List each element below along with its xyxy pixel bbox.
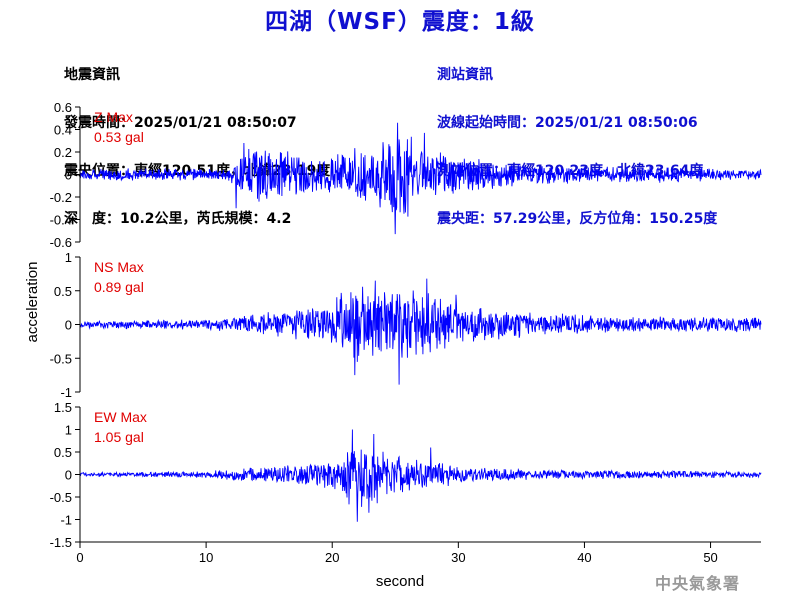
epicentral-distance: 震央距：57.29公里，反方位角：150.25度 [437,211,718,227]
x-tick-label: 30 [451,550,465,565]
chart-title: 四湖（WSF）震度：1級 [265,9,535,35]
y-tick-label: -0.4 [50,213,72,228]
y-tick-label: 1 [65,423,72,438]
y-tick-label: -0.2 [50,190,72,205]
agency-logo-text: 中央氣象署 [655,574,741,593]
x-tick-label: 50 [703,550,717,565]
y-tick-label: 0 [65,468,72,483]
earthquake-info-heading: 地震資訊 [64,67,120,83]
component-max-value: 0.53 gal [94,129,144,145]
x-tick-label: 0 [76,550,83,565]
x-axis-label: second [376,573,424,590]
origin-time: 發震時間：2025/01/21 08:50:07 [64,115,297,131]
y-tick-label: 0 [65,168,72,183]
component-max-label: NS Max [94,259,144,275]
waveform-trace-1 [79,122,762,235]
x-tick-label: 10 [199,550,213,565]
y-tick-label: -1.5 [50,535,72,550]
x-tick-label: 20 [325,550,339,565]
y-tick-label: 0.2 [54,145,72,160]
y-tick-label: -0.5 [50,490,72,505]
y-tick-label: 1 [65,250,72,265]
y-tick-label: -1 [60,385,72,400]
component-max-label: Z Max [94,109,133,125]
y-tick-label: -0.5 [50,351,72,366]
waveform-trace-3 [79,429,762,522]
component-max-value: 1.05 gal [94,429,144,445]
wave-onset-time: 波線起始時間：2025/01/21 08:50:06 [437,115,698,131]
y-tick-label: 0.5 [54,284,72,299]
y-tick-label: 0 [65,318,72,333]
station-info-heading: 測站資訊 [437,67,493,83]
component-max-value: 0.89 gal [94,279,144,295]
y-axis-label: acceleration [24,262,41,343]
y-tick-label: 1.5 [54,400,72,415]
y-tick-label: -0.6 [50,235,72,250]
depth-magnitude: 深 度：10.2公里，芮氏規模：4.2 [64,211,292,227]
y-tick-label: -1 [60,513,72,528]
waveform-trace-2 [79,278,762,385]
y-tick-label: 0.4 [54,123,72,138]
y-tick-label: 0.5 [54,445,72,460]
y-tick-label: 0.6 [54,100,72,115]
x-tick-label: 40 [577,550,591,565]
component-max-label: EW Max [94,409,147,425]
